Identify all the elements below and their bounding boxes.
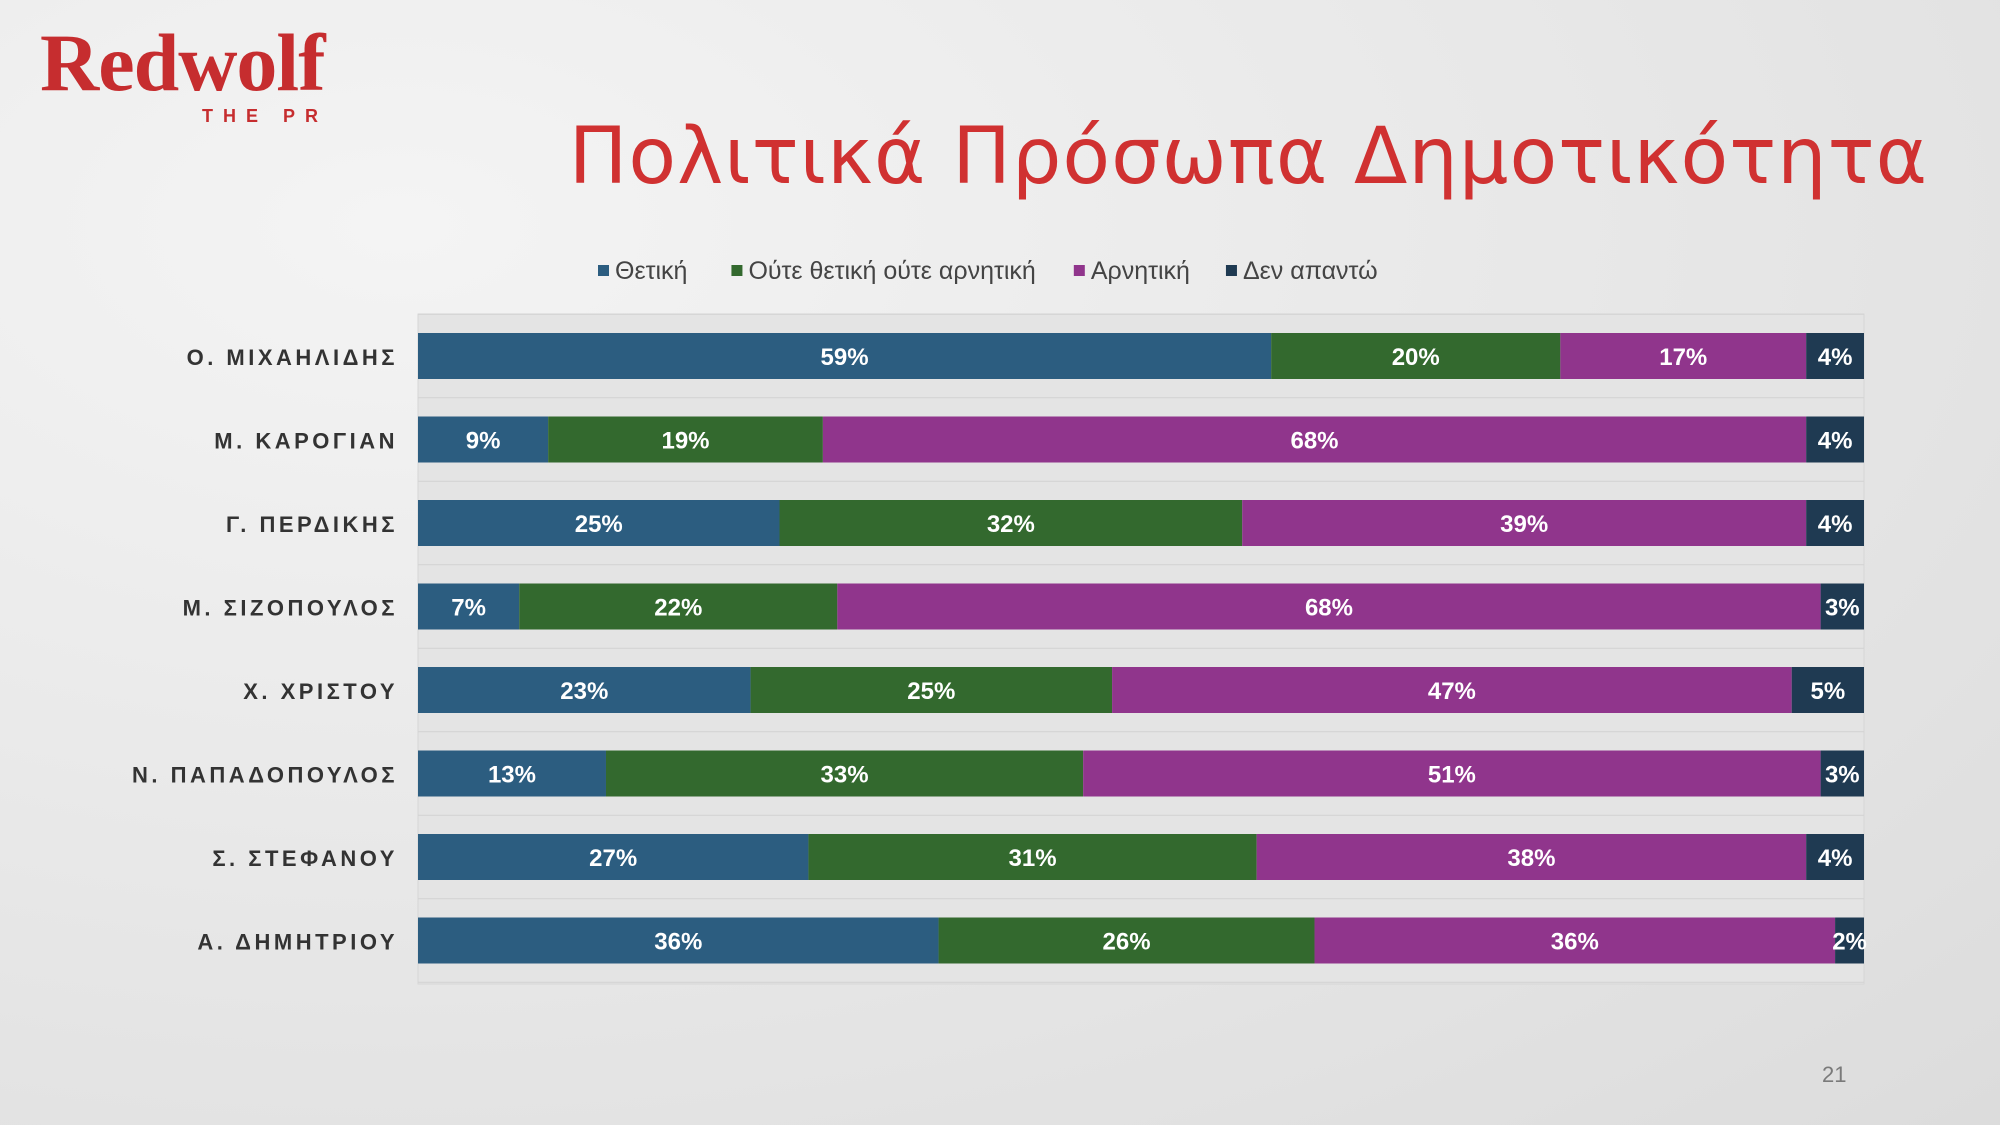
category-label: Χ. ΧΡΙΣΤΟΥ [243, 679, 398, 704]
legend-item: Θετική [598, 257, 687, 285]
legend-item: Ούτε θετική ούτε αρνητική [731, 257, 1036, 285]
bar-segment [1083, 750, 1821, 797]
data-label: 13% [488, 762, 536, 789]
legend-label: Αρνητική [1091, 257, 1190, 285]
data-label: 25% [575, 511, 623, 538]
bar-segment [779, 500, 1243, 546]
legend-label: Δεν απαντώ [1243, 257, 1378, 285]
data-label: 39% [1500, 511, 1548, 538]
bar-segment [548, 416, 823, 463]
category-label: Ν. ΠΑΠΑΔΟΠΟΥΛΟΣ [132, 763, 398, 788]
bar-segment [1820, 583, 1864, 630]
data-label: 4% [1818, 845, 1853, 872]
data-label: 20% [1392, 344, 1440, 371]
data-label: 68% [1305, 595, 1353, 622]
data-label: 36% [1551, 929, 1599, 956]
data-label: 17% [1659, 344, 1707, 371]
bar-segment [1242, 500, 1807, 546]
data-label: 4% [1818, 511, 1853, 538]
data-label: 25% [907, 678, 955, 705]
category-label: Μ. ΚΑΡΟΓΙΑΝ [214, 429, 398, 454]
legend-swatch [1225, 265, 1237, 276]
bar-segment [418, 333, 1272, 379]
data-label: 31% [1009, 845, 1057, 872]
bar-segment [1112, 667, 1792, 713]
data-label: 5% [1811, 678, 1846, 705]
page-number: 21 [1822, 1062, 1847, 1087]
legend-label: Θετική [615, 257, 687, 285]
data-label: 19% [661, 428, 709, 455]
category-label: Α. ΔΗΜΗΤΡΙΟΥ [197, 930, 398, 955]
bar-segment [1314, 917, 1836, 964]
bar-segment [822, 416, 1807, 463]
bar-segment [418, 667, 751, 713]
data-label: 36% [654, 929, 702, 956]
data-label: 33% [821, 762, 869, 789]
data-label: 3% [1825, 595, 1860, 622]
data-label: 4% [1818, 344, 1853, 371]
bar-segment [938, 917, 1315, 964]
data-label: 38% [1507, 845, 1555, 872]
data-label: 3% [1825, 762, 1860, 789]
data-label: 32% [987, 511, 1035, 538]
category-label: Σ. ΣΤΕΦΑΝΟΥ [212, 846, 398, 871]
bar-segment [519, 583, 838, 630]
data-label: 26% [1103, 929, 1151, 956]
logo-brand: Redwolf [40, 17, 326, 108]
data-label: 59% [821, 344, 869, 371]
bar-segment [418, 750, 606, 797]
legend-item: Δεν απαντώ [1225, 257, 1378, 285]
bar-segment [418, 583, 520, 630]
legend-swatch [731, 265, 743, 276]
data-label: 7% [451, 595, 486, 622]
data-label: 68% [1290, 428, 1338, 455]
page-title: Πολιτικά Πρόσωπα Δημοτικότητα [568, 112, 1928, 202]
bar-segment [1791, 667, 1864, 713]
data-label: 27% [589, 845, 637, 872]
data-label: 9% [466, 428, 501, 455]
plot-area [417, 313, 1865, 985]
bar-segment [1560, 333, 1807, 379]
data-label: 22% [654, 595, 702, 622]
bar-segment [1820, 750, 1864, 797]
data-label: 23% [560, 678, 608, 705]
bar-segment [1835, 917, 1864, 964]
bar-segment [1806, 834, 1864, 880]
bar-segment [418, 834, 809, 880]
category-label: Μ. ΣΙΖΟΠΟΥΛΟΣ [183, 596, 398, 621]
bar-segment [1806, 500, 1864, 546]
legend-swatch [1073, 265, 1085, 276]
bar-segment [750, 667, 1113, 713]
bar-segment [808, 834, 1257, 880]
logo-subtitle: THE PR [201, 106, 328, 126]
data-label: 4% [1818, 428, 1853, 455]
bar-segment [1806, 333, 1864, 379]
bar-segment [418, 917, 939, 964]
bar-segment [1256, 834, 1807, 880]
bar-segment [837, 583, 1821, 630]
legend-label: Ούτε θετική ούτε αρνητική [748, 257, 1035, 285]
bar-segment [605, 750, 1084, 797]
data-label: 51% [1428, 762, 1476, 789]
legend-swatch [598, 265, 609, 276]
bar-segment [418, 500, 780, 546]
data-label: 47% [1428, 678, 1476, 705]
category-label: Ο. ΜΙΧΑΗΛΙΔΗΣ [187, 345, 398, 370]
legend-item: Αρνητική [1073, 257, 1190, 285]
bar-segment [418, 416, 549, 463]
category-label: Γ. ΠΕΡΔΙΚΗΣ [226, 512, 398, 537]
data-label: 2% [1832, 929, 1867, 956]
logo: Redwolf THE PR [40, 22, 340, 127]
bar-segment [1271, 333, 1561, 379]
bar-segment [1806, 416, 1864, 463]
